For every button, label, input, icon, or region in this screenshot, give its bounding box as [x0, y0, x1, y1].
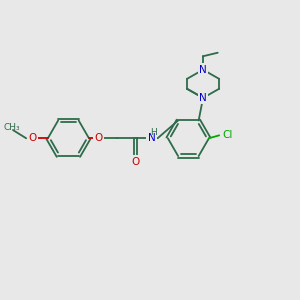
Text: O: O — [131, 157, 140, 167]
Text: H: H — [150, 128, 157, 137]
Text: Cl: Cl — [222, 130, 233, 140]
Text: O: O — [94, 133, 103, 143]
Text: O: O — [28, 133, 36, 143]
Text: N: N — [199, 65, 207, 75]
Text: N: N — [148, 133, 156, 143]
Text: N: N — [199, 93, 207, 103]
Text: CH₃: CH₃ — [4, 123, 20, 132]
